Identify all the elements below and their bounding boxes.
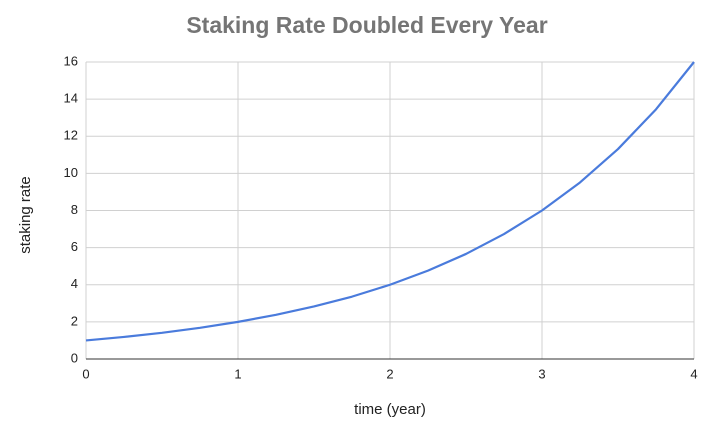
x-tick-label: 3 [538, 366, 545, 381]
y-tick-label: 10 [64, 165, 78, 180]
x-tick-label: 2 [386, 366, 393, 381]
y-tick-label: 4 [71, 276, 78, 291]
line-series [85, 61, 695, 342]
y-tick-label: 0 [71, 350, 78, 365]
y-tick-label: 2 [71, 313, 78, 328]
chart-title: Staking Rate Doubled Every Year [186, 12, 547, 38]
x-tick-label: 0 [82, 366, 89, 381]
x-tick-label: 1 [234, 366, 241, 381]
x-tick-label: 4 [690, 366, 697, 381]
y-tick-label: 6 [71, 239, 78, 254]
y-tick-label: 16 [64, 53, 78, 68]
y-tick-label: 14 [64, 91, 78, 106]
y-tick-label: 8 [71, 202, 78, 217]
x-axis-label: time (year) [354, 401, 426, 418]
y-axis-label: staking rate [17, 176, 34, 254]
y-tick-label: 12 [64, 128, 78, 143]
